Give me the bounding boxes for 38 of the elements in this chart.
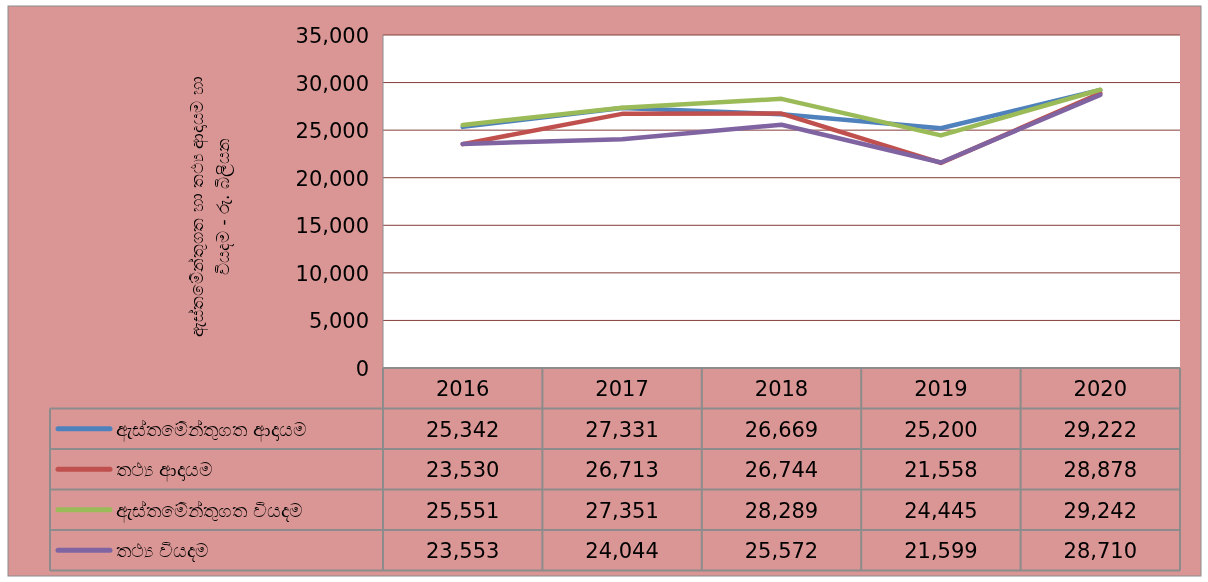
data-label: 26,713 — [585, 458, 659, 483]
legend-label: ඇස්තමේන්තුගත වියදම — [116, 498, 304, 523]
y-tick-label: 5,000 — [308, 309, 369, 334]
legend-label: ඇස්තමේන්තුගත ආදායම — [116, 417, 308, 442]
y-tick-label: 0 — [355, 357, 369, 381]
y-tick-label: 25,000 — [295, 119, 369, 144]
data-label: 24,044 — [585, 539, 659, 564]
data-label: 25,342 — [425, 417, 500, 442]
data-label: 23,530 — [425, 458, 500, 483]
y-tick-label: 10,000 — [295, 261, 369, 286]
data-label: 21,558 — [904, 458, 978, 483]
data-label: 29,222 — [1063, 417, 1138, 442]
y-tick-label: 35,000 — [295, 24, 369, 48]
y-tick-label: 30,000 — [295, 71, 369, 96]
data-label: 25,572 — [744, 539, 819, 564]
data-label: 28,289 — [744, 498, 819, 523]
legend-label: තථ්‍ය ආදායම — [116, 458, 214, 483]
x-tick-label: 2020 — [1073, 377, 1128, 401]
data-label: 28,878 — [1063, 458, 1138, 483]
x-tick-label: 2018 — [754, 377, 809, 401]
data-label: 29,242 — [1063, 498, 1138, 523]
x-tick-label: 2017 — [595, 377, 649, 401]
data-label: 24,445 — [904, 498, 978, 523]
y-tick-label: 20,000 — [295, 166, 369, 191]
data-label: 27,331 — [585, 417, 659, 442]
data-label: 23,553 — [425, 539, 500, 564]
data-label: 27,351 — [585, 498, 659, 523]
data-label: 21,599 — [904, 539, 978, 564]
data-label: 25,551 — [425, 498, 500, 523]
x-tick-label: 2016 — [435, 377, 490, 401]
x-tick-label: 2019 — [914, 377, 968, 401]
data-label: 26,744 — [744, 458, 819, 483]
data-label: 28,710 — [1063, 539, 1138, 564]
data-label: 25,200 — [904, 417, 978, 442]
legend-label: තථ්‍ය වියදම — [116, 539, 210, 563]
y-tick-label: 15,000 — [295, 214, 369, 239]
data-label: 26,669 — [744, 417, 819, 442]
y-axis-title: ඇස්තමේන්තුගත හා තථ්‍ය ආදායම හා වියදම - රු. බිලියන — [187, 76, 234, 337]
